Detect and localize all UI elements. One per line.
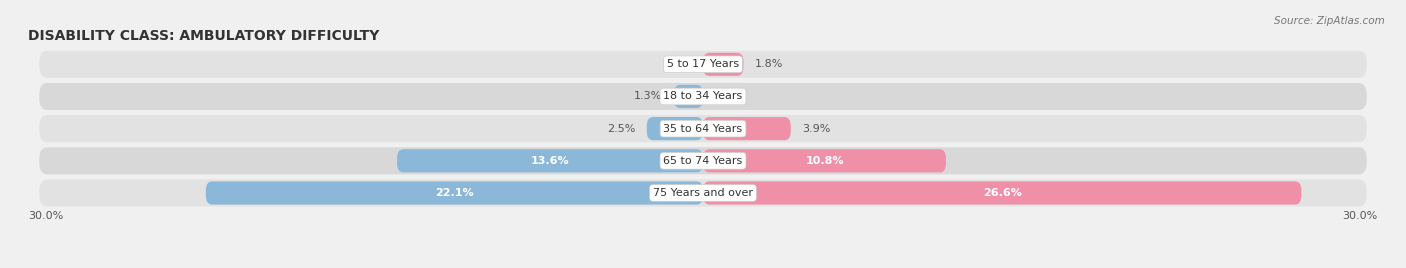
FancyBboxPatch shape: [39, 147, 1367, 174]
FancyBboxPatch shape: [703, 149, 946, 172]
Text: 1.8%: 1.8%: [755, 59, 783, 69]
FancyBboxPatch shape: [39, 180, 1367, 206]
FancyBboxPatch shape: [39, 115, 1367, 142]
FancyBboxPatch shape: [39, 51, 1367, 78]
Text: 65 to 74 Years: 65 to 74 Years: [664, 156, 742, 166]
FancyBboxPatch shape: [703, 117, 790, 140]
Text: 10.8%: 10.8%: [806, 156, 844, 166]
Text: 75 Years and over: 75 Years and over: [652, 188, 754, 198]
Text: 26.6%: 26.6%: [983, 188, 1022, 198]
Text: 0.0%: 0.0%: [666, 59, 695, 69]
FancyBboxPatch shape: [703, 53, 744, 76]
Text: 1.3%: 1.3%: [634, 91, 662, 102]
FancyBboxPatch shape: [703, 181, 1302, 204]
FancyBboxPatch shape: [39, 83, 1367, 110]
Text: 5 to 17 Years: 5 to 17 Years: [666, 59, 740, 69]
Text: 30.0%: 30.0%: [28, 211, 63, 221]
Text: 0.0%: 0.0%: [711, 91, 740, 102]
Text: 2.5%: 2.5%: [607, 124, 636, 134]
FancyBboxPatch shape: [647, 117, 703, 140]
Text: DISABILITY CLASS: AMBULATORY DIFFICULTY: DISABILITY CLASS: AMBULATORY DIFFICULTY: [28, 29, 380, 43]
Text: 22.1%: 22.1%: [434, 188, 474, 198]
FancyBboxPatch shape: [396, 149, 703, 172]
FancyBboxPatch shape: [673, 85, 703, 108]
Text: 18 to 34 Years: 18 to 34 Years: [664, 91, 742, 102]
Text: 13.6%: 13.6%: [530, 156, 569, 166]
FancyBboxPatch shape: [205, 181, 703, 204]
Text: 30.0%: 30.0%: [1343, 211, 1378, 221]
Text: Source: ZipAtlas.com: Source: ZipAtlas.com: [1274, 16, 1385, 26]
Text: 3.9%: 3.9%: [801, 124, 831, 134]
Text: 35 to 64 Years: 35 to 64 Years: [664, 124, 742, 134]
